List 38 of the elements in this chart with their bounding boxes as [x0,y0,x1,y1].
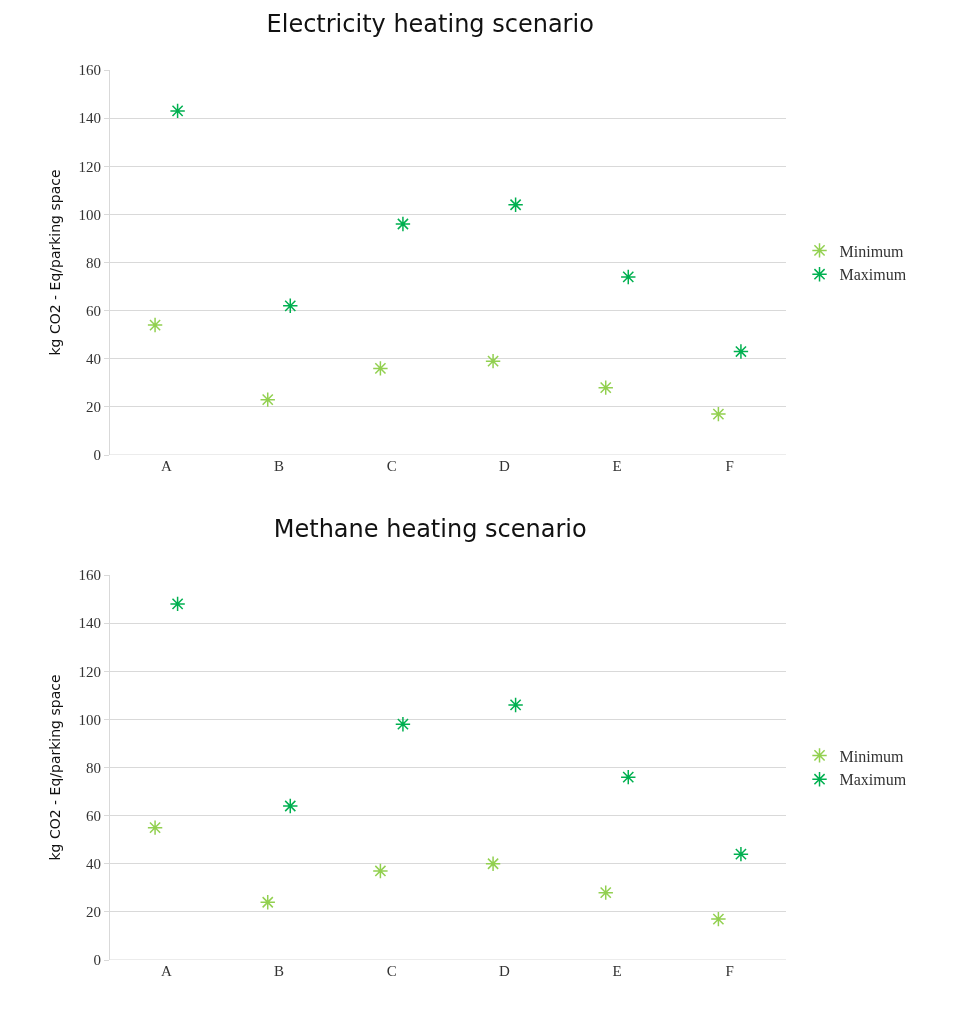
chart-title: Electricity heating scenario [266,9,594,38]
y-tick-label: 160 [78,567,101,584]
y-tick-label: 100 [78,711,101,728]
y-tick-label: 120 [78,158,101,175]
x-tick-label: B [273,458,285,474]
y-tick-label: 20 [86,904,101,921]
y-tick-label: 0 [93,952,101,969]
y-tick-label: 140 [78,615,101,632]
y-tick-label: 40 [86,856,101,872]
legend-label: Minimum [839,747,905,765]
y-tick-label: 60 [86,807,101,824]
x-tick-label: D [498,458,510,474]
y-tick-label: 20 [86,399,101,416]
legend-label: Minimum [839,242,905,260]
legend-label: Maximum [839,771,907,789]
y-tick-label: 60 [86,302,101,319]
x-tick-label: A [160,963,172,979]
y-tick-label: 160 [78,62,101,79]
y-axis-title: kg CO2 - Eq/parking space [47,169,64,356]
x-tick-label: E [612,458,622,474]
x-tick-label: A [160,458,172,474]
y-tick-label: 0 [93,447,101,464]
x-tick-label: E [612,963,622,979]
y-tick-label: 120 [78,663,101,680]
y-tick-label: 140 [78,110,101,127]
x-tick-label: B [273,963,285,979]
y-tick-label: 80 [86,759,101,776]
x-tick-label: F [725,963,734,979]
y-tick-label: 100 [78,206,101,223]
y-tick-label: 80 [86,254,101,271]
x-tick-label: C [386,458,397,474]
x-tick-label: D [498,963,510,979]
chart-title: Methane heating scenario [273,514,587,543]
legend-label: Maximum [839,266,907,284]
x-tick-label: C [386,963,397,979]
y-tick-label: 40 [86,351,101,367]
x-tick-label: F [725,458,734,474]
y-axis-title: kg CO2 - Eq/parking space [47,674,64,861]
